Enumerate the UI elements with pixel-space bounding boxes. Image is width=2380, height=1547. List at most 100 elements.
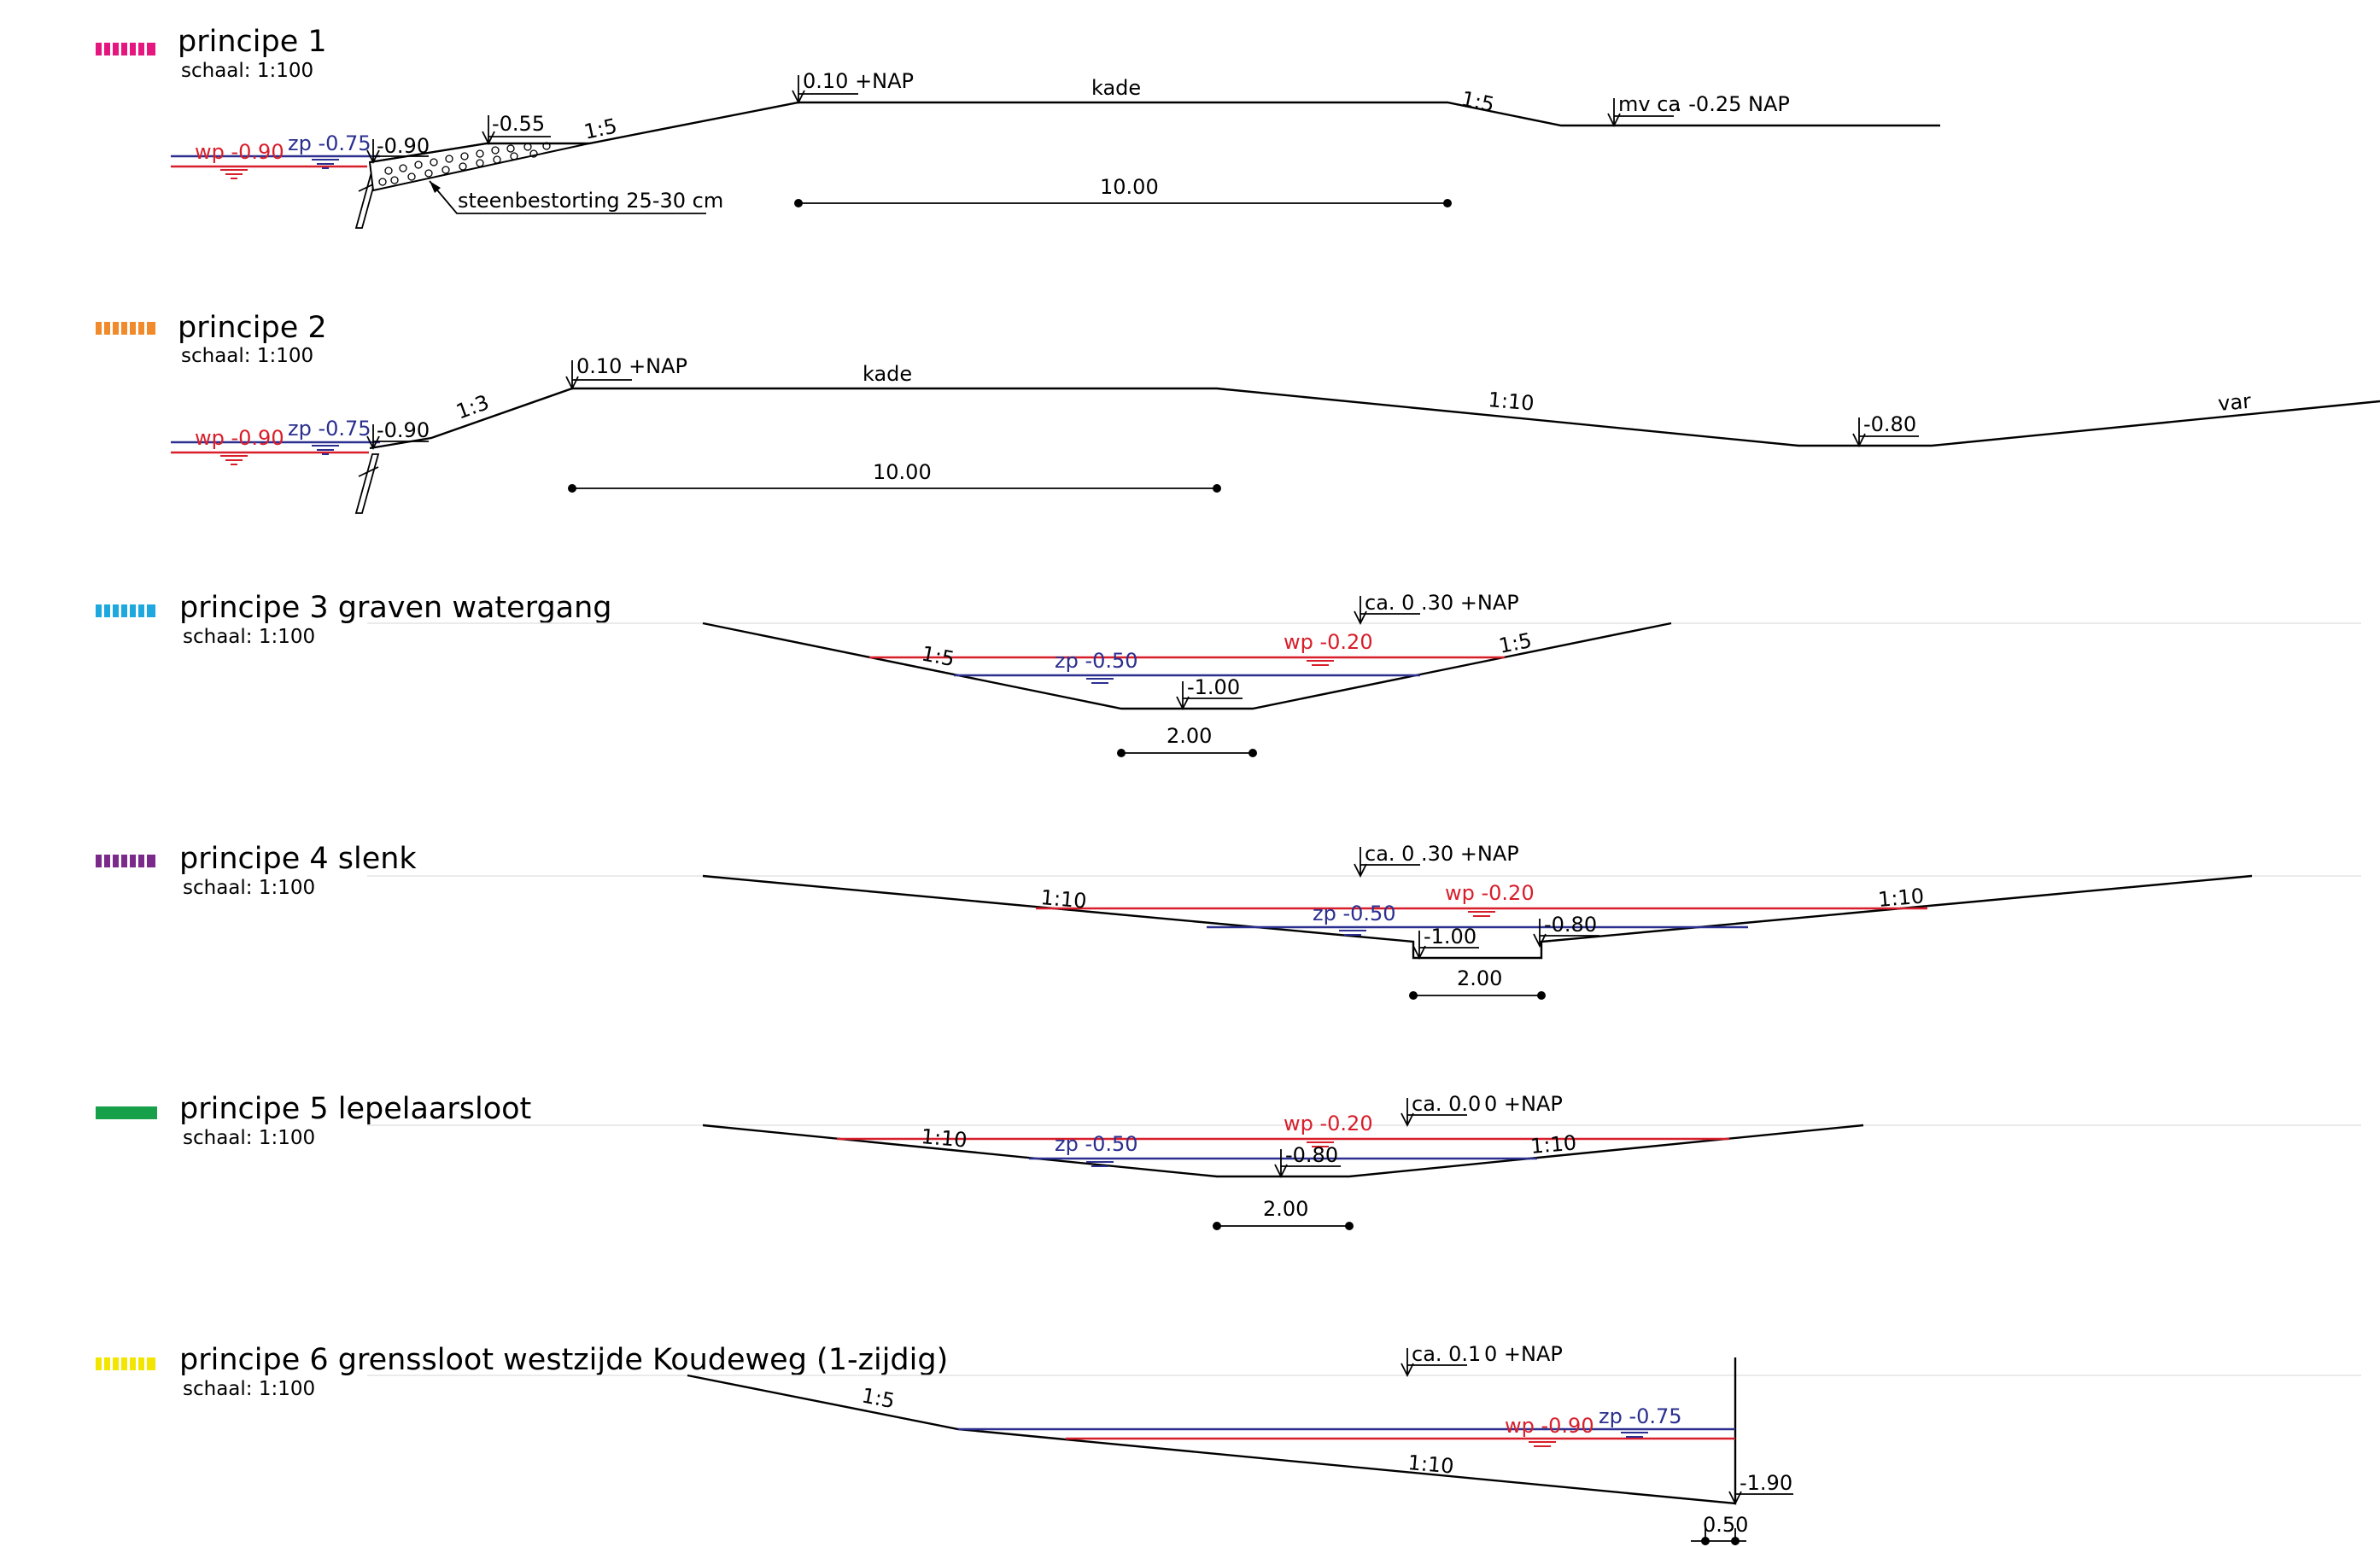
legend-swatch-principe-2 [96,322,155,335]
ground-profile [702,1124,1864,1178]
level-marker-190 [1728,1476,1793,1506]
level-marker-nap [1401,1098,1467,1128]
slope-label-left: 1:10 [920,1124,968,1153]
kade-label: kade [1091,76,1141,100]
zp-label: zp -0.75 [1599,1404,1682,1428]
principe-1-scale: schaal: 1:100 [181,60,313,82]
level-label-nap: 0.10 +NAP [803,69,914,93]
principe-2-title: principe 2 [178,311,327,345]
principe-5-scale: schaal: 1:100 [183,1127,315,1149]
stone-leader [429,180,706,214]
slope-label-right: 1:10 [1877,884,1925,912]
principe-1-title: principe 1 [178,25,327,59]
dimension-label: 2.00 [1457,966,1502,990]
level-label-080: -0.80 [1863,412,1916,436]
ground-profile [687,1357,1737,1505]
level-marker-090 [366,424,429,451]
water-symbol-zp [1086,678,1114,684]
level-label-100: -1.00 [1424,925,1477,949]
principe-6: principe 6 grenssloot westzijde Koudeweg… [96,1342,2361,1545]
level-label-190: -1.90 [1740,1471,1792,1495]
water-symbol-wp [220,169,248,179]
slope-label-right: 1:5 [1459,86,1497,116]
principe-1: principe 1 schaal: 1:100 wp -0.90 zp -0.… [96,25,1940,229]
dimension-label: 2.00 [1167,724,1212,748]
water-symbol-zp [1339,930,1366,936]
level-marker-nap [565,360,632,391]
nap-label-pre: ca. 0.0 [1412,1092,1481,1116]
ground-profile [369,387,2380,450]
wp-label: wp -0.20 [1284,1112,1373,1135]
slope-label-bottom: 1:10 [1406,1451,1454,1479]
nap-label-post: .30 +NAP [1421,591,1519,615]
kade-label: kade [863,362,912,386]
water-symbol-wp [1468,911,1495,917]
principe-3-title: principe 3 graven watergang [179,591,612,625]
principe-4-title: principe 4 slenk [179,842,417,876]
level-label-080: -0.80 [1285,1143,1338,1167]
wp-label: wp -0.20 [1284,630,1373,654]
nap-label-pre: ca. 0.1 [1412,1342,1481,1366]
principe-3: principe 3 graven watergang schaal: 1:10… [96,591,2361,757]
slope-label-right: 1:10 [1487,388,1535,416]
var-label: var [2217,389,2252,416]
principe-2-scale: schaal: 1:100 [181,345,313,367]
principe-5-title: principe 5 lepelaarsloot [179,1092,531,1126]
level-label-100: -1.00 [1187,675,1240,699]
level-marker-nap [792,75,858,105]
water-symbol-zp [1621,1432,1648,1438]
mv-label-suffix: . -0.25 NAP [1675,92,1790,116]
wp-label: wp -0.90 [195,140,284,164]
nap-label-post: .30 +NAP [1421,842,1519,866]
nap-label-post: 0 +NAP [1484,1092,1563,1116]
water-symbol-zp [1086,1161,1114,1167]
level-marker-nap [1354,847,1420,879]
principe-2: principe 2 schaal: 1:100 wp -0.90 zp -0.… [96,311,2380,514]
level-marker-100 [1412,931,1479,960]
ground-profile [702,874,2253,960]
water-symbol-zp [312,159,339,169]
level-label-090: -0.90 [377,418,430,442]
level-marker-100 [1176,681,1243,711]
level-label-nap: 0.10 +NAP [576,354,687,378]
level-marker-090 [366,139,429,165]
level-marker-mv [1607,98,1674,128]
principe-4-scale: schaal: 1:100 [183,877,315,899]
wp-label: wp -0.20 [1445,881,1535,905]
water-symbol-zp [312,445,339,455]
level-marker-nap [1401,1348,1467,1378]
principe-3-scale: schaal: 1:100 [183,626,315,648]
principe-5: principe 5 lepelaarsloot schaal: 1:100 c… [96,1092,2361,1230]
wp-label: wp -0.90 [195,426,284,450]
nap-label-pre: ca. 0 [1365,842,1414,866]
slope-label-right: 1:10 [1529,1130,1577,1159]
zp-label: zp -0.50 [1055,1132,1138,1156]
water-symbol-wp [1307,1141,1334,1147]
nap-label-pre: ca. 0 [1365,591,1414,615]
dimension-label: 10.00 [1100,175,1159,199]
sheet-pile [354,453,380,514]
stone-pattern [378,142,551,186]
slope-label-right: 1:5 [1497,628,1534,658]
slope-label-left: 1:5 [860,1383,897,1413]
level-marker-080 [1533,919,1599,949]
nap-label-post: 0 +NAP [1484,1342,1563,1366]
mv-label-prefix: mv ca [1618,92,1681,116]
zp-label: zp -0.50 [1313,902,1396,925]
zp-label: zp -0.75 [288,131,371,155]
zp-label: zp -0.50 [1055,649,1138,673]
dimension-label: 0.50 [1703,1513,1748,1537]
dimension-label: 10.00 [873,460,932,484]
slope-label-left: 1:5 [920,641,956,671]
water-symbol-wp [1529,1441,1556,1447]
legend-swatch-principe-1 [96,43,155,55]
level-label-055: -0.55 [492,112,545,136]
ground-profile [702,622,1672,710]
principe-6-scale: schaal: 1:100 [183,1378,315,1400]
slope-label-left: 1:10 [1039,885,1087,914]
level-label-080: -0.80 [1544,913,1597,937]
water-symbol-wp [1307,660,1334,666]
stone-label: steenbestorting 25-30 cm [458,189,723,213]
principe-6-title: principe 6 grenssloot westzijde Koudeweg… [179,1343,948,1377]
